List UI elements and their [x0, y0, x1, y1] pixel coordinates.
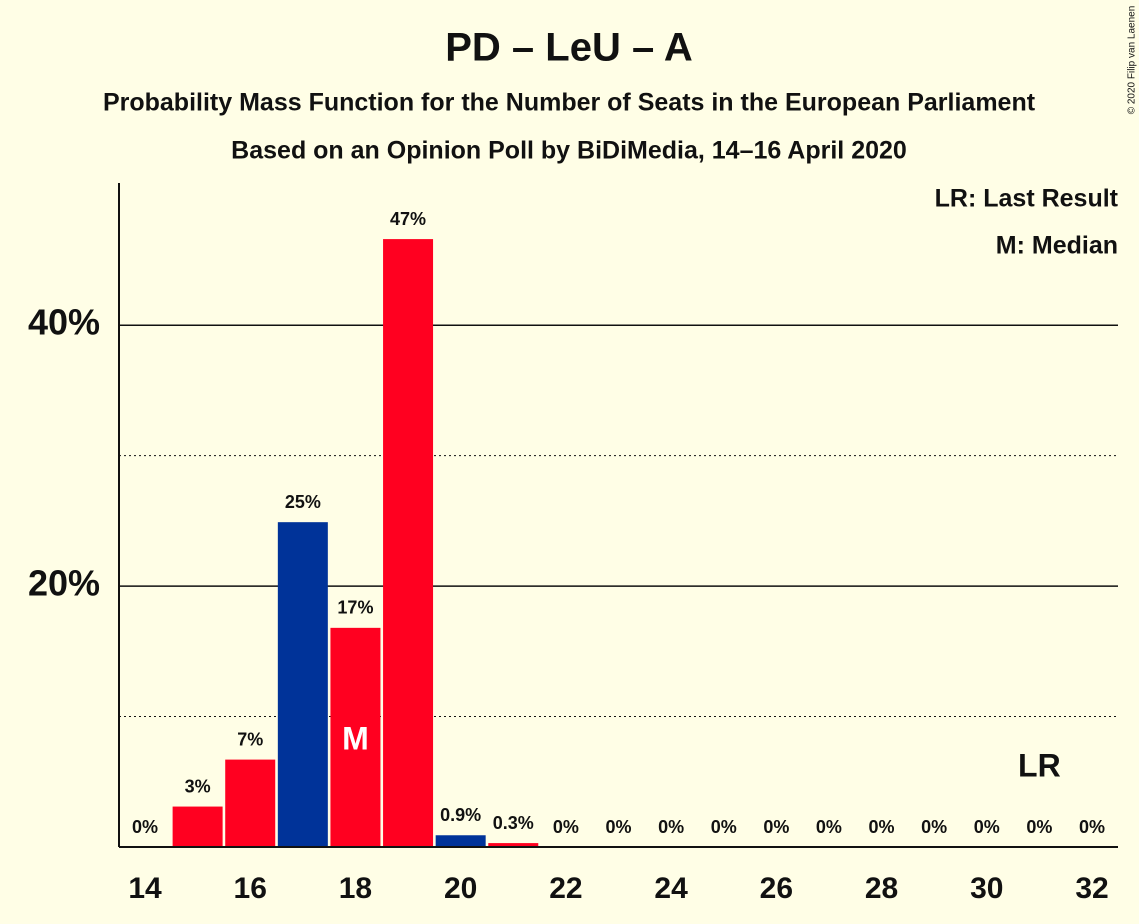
chart-subtitle: Probability Mass Function for the Number…: [103, 89, 1036, 117]
value-label: 0%: [763, 817, 789, 837]
value-label: 0%: [869, 817, 895, 837]
value-label: 0%: [132, 817, 158, 837]
bar: [172, 806, 223, 847]
x-tick-label: 24: [654, 872, 688, 905]
bar: [277, 522, 328, 847]
legend-entry: LR: Last Result: [935, 185, 1119, 213]
value-label: 0%: [605, 817, 631, 837]
x-tick-label: 32: [1075, 872, 1108, 905]
x-tick-label: 18: [339, 872, 372, 905]
value-label: 0%: [1026, 817, 1052, 837]
value-label: 0%: [711, 817, 737, 837]
x-tick-label: 26: [760, 872, 793, 905]
chart-title: PD – LeU – A: [445, 26, 692, 70]
legend-entry: M: Median: [996, 232, 1118, 260]
value-label: 0%: [1079, 817, 1105, 837]
bar: [383, 239, 434, 847]
value-label: 7%: [237, 729, 263, 749]
x-tick-label: 20: [444, 872, 477, 905]
x-tick-label: 22: [549, 872, 582, 905]
value-label: 0.3%: [493, 813, 534, 833]
y-tick-label: 20%: [28, 563, 100, 604]
x-tick-label: 28: [865, 872, 898, 905]
x-tick-label: 16: [234, 872, 267, 905]
value-label: 0.9%: [440, 805, 481, 825]
bar: [225, 759, 276, 847]
x-tick-label: 14: [128, 872, 162, 905]
value-label: 0%: [974, 817, 1000, 837]
value-label: 3%: [185, 776, 211, 796]
value-label: 25%: [285, 492, 321, 512]
x-tick-label: 30: [970, 872, 1003, 905]
marker-label: M: [342, 720, 369, 756]
value-label: 0%: [658, 817, 684, 837]
copyright: © 2020 Filip van Laenen: [1127, 6, 1138, 115]
bar: [488, 843, 539, 847]
value-label: 47%: [390, 209, 426, 229]
y-tick-label: 40%: [28, 302, 100, 343]
value-label: 0%: [816, 817, 842, 837]
bar: [330, 627, 381, 847]
value-label: 0%: [921, 817, 947, 837]
value-label: 17%: [337, 598, 373, 618]
bar: [435, 835, 486, 847]
chart-subtitle: Based on an Opinion Poll by BiDiMedia, 1…: [231, 137, 907, 165]
marker-label: LR: [1018, 747, 1061, 783]
value-label: 0%: [553, 817, 579, 837]
